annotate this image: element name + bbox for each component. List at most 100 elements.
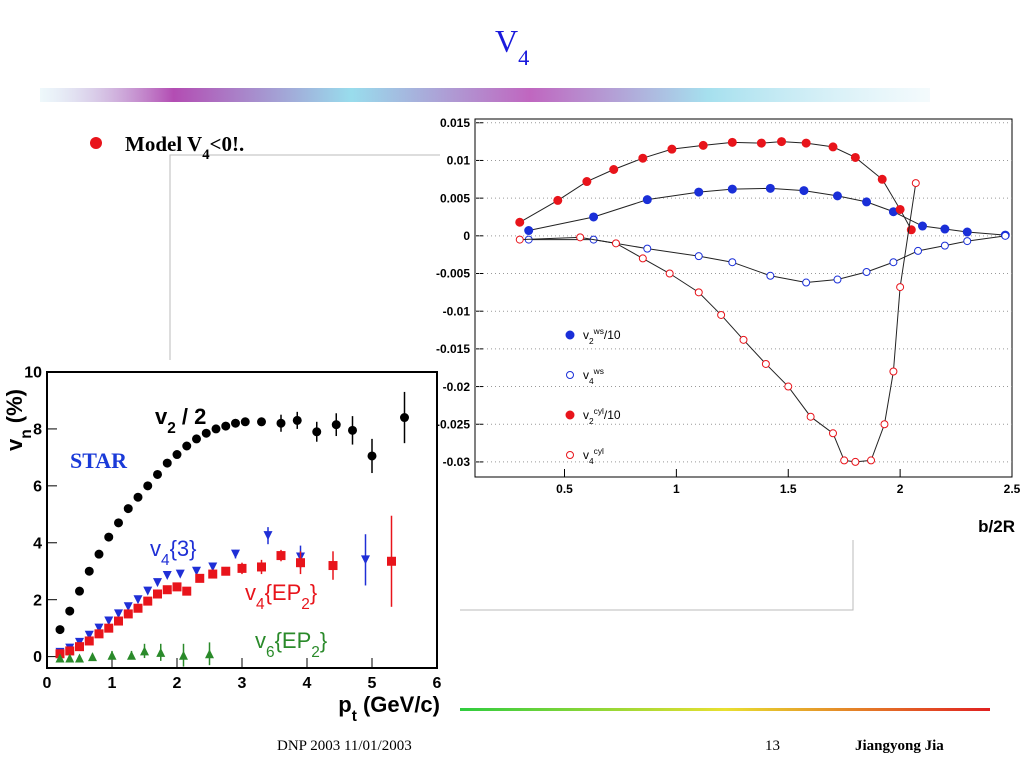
frame-line bbox=[169, 154, 440, 360]
x-tick-label: 2.5 bbox=[1004, 482, 1021, 496]
y-tick-label: 2 bbox=[33, 592, 42, 609]
marker bbox=[694, 252, 703, 261]
marker bbox=[172, 582, 182, 592]
marker bbox=[143, 586, 153, 596]
marker bbox=[55, 625, 65, 635]
marker bbox=[576, 233, 585, 242]
marker bbox=[94, 629, 104, 639]
marker bbox=[832, 191, 842, 201]
marker bbox=[104, 616, 114, 626]
marker bbox=[1001, 231, 1010, 240]
y-tick-label: 0 bbox=[33, 649, 42, 666]
marker bbox=[862, 267, 871, 276]
marker bbox=[400, 413, 409, 423]
series-label-part: / 2 bbox=[176, 404, 207, 429]
marker bbox=[851, 457, 860, 466]
legend-label-part: /10 bbox=[604, 328, 621, 342]
marker bbox=[107, 650, 117, 660]
legend-label: v4cyl bbox=[583, 446, 604, 466]
marker bbox=[240, 417, 250, 427]
bullet-text-part: <0!. bbox=[210, 132, 245, 156]
slide-title-part: V bbox=[495, 23, 518, 59]
y-tick-label: 4 bbox=[33, 535, 42, 552]
marker bbox=[667, 144, 677, 154]
y-tick-label: 6 bbox=[33, 478, 42, 495]
marker bbox=[104, 623, 114, 633]
title-banner bbox=[40, 88, 930, 102]
legend-label: v2cyl/10 bbox=[583, 406, 621, 426]
marker bbox=[114, 609, 123, 619]
y-tick-label: 0 bbox=[463, 229, 470, 243]
marker bbox=[84, 630, 94, 640]
marker bbox=[840, 456, 849, 465]
marker bbox=[756, 138, 766, 148]
marker bbox=[231, 418, 240, 428]
footer-rule bbox=[460, 708, 990, 711]
legend-label-part: v bbox=[583, 328, 589, 342]
marker bbox=[328, 561, 338, 571]
marker bbox=[84, 636, 94, 646]
marker bbox=[515, 217, 525, 227]
marker bbox=[156, 647, 166, 657]
legend-label: v4ws bbox=[583, 366, 604, 386]
marker bbox=[896, 283, 905, 292]
bullet-dot bbox=[90, 137, 102, 149]
series-line bbox=[519, 141, 912, 231]
marker bbox=[963, 237, 972, 246]
series-label: v2 / 2 bbox=[155, 404, 206, 437]
y-tick-label: -0.01 bbox=[443, 304, 471, 318]
marker bbox=[553, 195, 563, 205]
marker bbox=[611, 239, 620, 248]
y-tick-label: 0.015 bbox=[440, 116, 470, 130]
x-tick-label: 4 bbox=[303, 675, 312, 692]
marker bbox=[582, 177, 592, 187]
marker bbox=[192, 434, 201, 444]
marker bbox=[84, 566, 94, 576]
x-tick-label: 2 bbox=[173, 675, 182, 692]
marker bbox=[195, 573, 205, 583]
series-line bbox=[528, 235, 1006, 284]
marker bbox=[877, 174, 887, 184]
y-tick-label: 8 bbox=[33, 422, 42, 439]
x-axis-label-part: (GeV/c) bbox=[357, 692, 440, 717]
marker bbox=[312, 427, 322, 437]
marker bbox=[962, 227, 972, 237]
legend-label-part: 2 bbox=[589, 416, 594, 426]
marker bbox=[221, 566, 231, 576]
legend-label-part: /10 bbox=[604, 408, 621, 422]
legend-marker bbox=[566, 371, 574, 379]
marker bbox=[911, 179, 920, 188]
marker bbox=[609, 164, 619, 174]
marker bbox=[895, 204, 905, 214]
y-tick-label: 0.005 bbox=[440, 191, 470, 205]
x-axis-label-part: b/2R bbox=[978, 517, 1015, 536]
legend-marker bbox=[565, 330, 575, 340]
marker bbox=[123, 609, 133, 619]
x-tick-label: 1.5 bbox=[780, 482, 797, 496]
marker bbox=[717, 310, 726, 319]
x-axis-label-part: p bbox=[338, 692, 351, 717]
marker bbox=[777, 137, 787, 147]
bullet-text-part: 4 bbox=[202, 147, 210, 163]
marker bbox=[208, 569, 218, 579]
marker bbox=[211, 424, 221, 434]
bullet-text-part: Model V bbox=[125, 132, 202, 156]
x-tick-label: 1 bbox=[673, 482, 680, 496]
marker bbox=[221, 421, 231, 431]
plot-frame bbox=[46, 371, 438, 669]
marker bbox=[123, 504, 133, 514]
marker bbox=[638, 254, 647, 263]
annotation: STAR bbox=[70, 448, 128, 473]
marker bbox=[257, 417, 266, 427]
legend-label-part: 4 bbox=[589, 456, 594, 466]
series-label-part: } bbox=[320, 628, 327, 653]
legend-label-part: 4 bbox=[589, 376, 594, 386]
marker bbox=[766, 271, 775, 280]
marker bbox=[94, 549, 104, 559]
marker bbox=[784, 382, 793, 391]
marker bbox=[65, 653, 75, 663]
marker bbox=[162, 458, 172, 468]
marker bbox=[276, 551, 286, 561]
footer-author: Jiangyong Jia bbox=[855, 738, 944, 754]
